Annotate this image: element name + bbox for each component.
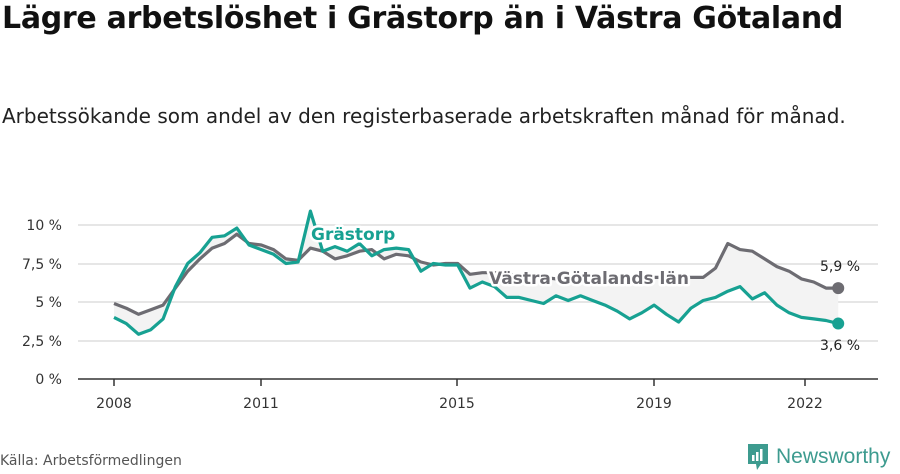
x-tick-label: 2022 (787, 396, 823, 412)
y-tick-label: 10 % (26, 218, 62, 234)
y-axis: 0 % 2,5 % 5 % 7,5 % 10 % (22, 218, 62, 388)
end-marker-vastra-gotaland (832, 282, 845, 295)
source-note: Källa: Arbetsförmedlingen (0, 453, 182, 469)
x-tick-label: 2011 (243, 396, 279, 412)
brand-name: Newsworthy (776, 445, 891, 468)
series-label-grastorp: Grästorp (311, 225, 395, 245)
y-tick-label: 0 % (35, 372, 62, 388)
y-tick-label: 7,5 % (22, 257, 62, 273)
brand-logo: Newsworthy (746, 442, 890, 472)
x-axis: 2008 2011 2015 2019 2022 (78, 378, 878, 412)
end-label-grastorp: 3,6 % (820, 338, 860, 354)
newsworthy-logo-icon (748, 444, 768, 470)
series-label-vastra-gotaland: Västra Götalands län (489, 269, 689, 289)
x-tick-label: 2015 (439, 396, 475, 412)
x-tick-label: 2019 (636, 396, 672, 412)
x-tick-label: 2008 (96, 396, 132, 412)
chart-title: Lägre arbetslöshet i Grästorp än i Västr… (2, 1, 844, 36)
chart-subtitle: Arbetssökande som andel av den registerb… (2, 104, 846, 128)
y-tick-label: 5 % (35, 295, 62, 311)
end-marker-grastorp (832, 317, 845, 330)
gap-fill-area (114, 211, 839, 335)
y-tick-label: 2,5 % (22, 334, 62, 350)
end-label-vastra-gotaland: 5,9 % (820, 259, 860, 275)
series-line-grastorp (113, 209, 839, 336)
series-line-vastra-gotaland (113, 232, 839, 316)
